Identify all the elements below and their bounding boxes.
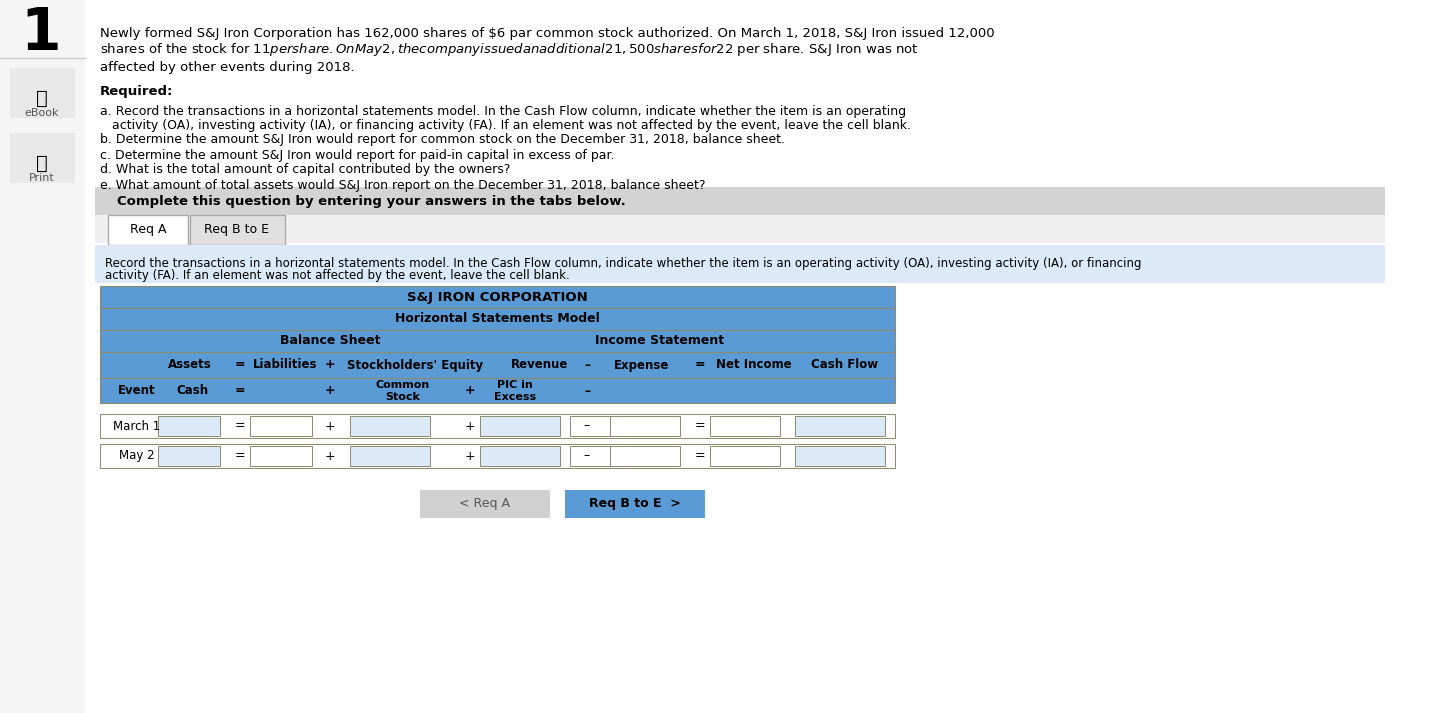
Bar [0, 0, 84, 713]
Text: Stockholders' Equity: Stockholders' Equity [347, 359, 483, 371]
Bar [610, 446, 680, 466]
Text: Revenue: Revenue [512, 359, 569, 371]
Bar [100, 444, 895, 468]
Bar [100, 414, 895, 438]
Bar [350, 416, 430, 436]
Text: +: + [464, 419, 476, 433]
Text: Common
Stock: Common Stock [376, 380, 430, 402]
Text: Newly formed S&J Iron Corporation has 162,000 shares of $6 par common stock auth: Newly formed S&J Iron Corporation has 16… [100, 26, 995, 39]
Bar [480, 416, 560, 436]
Text: activity (FA). If an element was not affected by the event, leave the cell blank: activity (FA). If an element was not aff… [104, 269, 570, 282]
Text: a. Record the transactions in a horizontal statements model. In the Cash Flow co: a. Record the transactions in a horizont… [100, 105, 906, 118]
Bar [710, 446, 780, 466]
Text: b. Determine the amount S&J Iron would report for common stock on the December 3: b. Determine the amount S&J Iron would r… [100, 133, 785, 146]
Text: 1: 1 [20, 4, 60, 61]
Text: +: + [464, 449, 476, 463]
Bar [109, 215, 189, 245]
Text: 🖨: 🖨 [36, 153, 49, 173]
Text: Income Statement: Income Statement [596, 334, 725, 347]
Bar [420, 490, 550, 518]
Text: +: + [324, 384, 336, 398]
Text: =: = [234, 449, 246, 463]
Bar [94, 187, 1385, 215]
Text: Cash: Cash [176, 384, 209, 398]
Bar [250, 416, 312, 436]
Bar [10, 68, 74, 118]
Bar [94, 245, 1385, 283]
Text: –: – [584, 384, 590, 398]
Text: =: = [234, 359, 246, 371]
Bar [250, 446, 312, 466]
Text: Record the transactions in a horizontal statements model. In the Cash Flow colum: Record the transactions in a horizontal … [104, 257, 1142, 270]
Text: activity (OA), investing activity (IA), or financing activity (FA). If an elemen: activity (OA), investing activity (IA), … [100, 118, 912, 131]
Bar [159, 416, 220, 436]
Text: +: + [324, 419, 336, 433]
Text: e. What amount of total assets would S&J Iron report on the December 31, 2018, b: e. What amount of total assets would S&J… [100, 178, 706, 192]
Text: < Req A: < Req A [460, 498, 510, 511]
Text: Expense: Expense [614, 359, 670, 371]
Text: Complete this question by entering your answers in the tabs below.: Complete this question by entering your … [117, 195, 626, 207]
Text: March 1: March 1 [113, 419, 160, 433]
Bar [610, 416, 680, 436]
Text: Event: Event [119, 384, 156, 398]
Text: =: = [694, 449, 706, 463]
Bar [100, 330, 895, 352]
Text: May 2: May 2 [119, 449, 154, 463]
Text: Horizontal Statements Model: Horizontal Statements Model [396, 312, 600, 326]
Text: Req B to E  >: Req B to E > [589, 498, 680, 511]
Bar [480, 446, 560, 466]
Bar [10, 133, 74, 183]
Bar [100, 352, 895, 378]
Text: =: = [234, 419, 246, 433]
Text: +: + [464, 384, 476, 398]
Bar [795, 446, 885, 466]
Bar [100, 286, 895, 308]
Text: affected by other events during 2018.: affected by other events during 2018. [100, 61, 354, 73]
Text: –: – [584, 419, 590, 433]
Text: –: – [584, 449, 590, 463]
Bar [94, 215, 1385, 243]
Text: Req B to E: Req B to E [204, 222, 270, 235]
Text: Balance Sheet: Balance Sheet [280, 334, 380, 347]
Text: +: + [324, 359, 336, 371]
Text: PIC in
Excess: PIC in Excess [494, 380, 536, 402]
Text: Assets: Assets [169, 359, 211, 371]
Text: d. What is the total amount of capital contributed by the owners?: d. What is the total amount of capital c… [100, 163, 510, 177]
Bar [190, 215, 284, 245]
Text: Req A: Req A [130, 222, 166, 235]
Text: 📖: 📖 [36, 88, 49, 108]
Text: =: = [694, 359, 706, 371]
Text: –: – [584, 359, 590, 371]
Bar [159, 446, 220, 466]
Text: S&J IRON CORPORATION: S&J IRON CORPORATION [407, 290, 587, 304]
Bar [570, 446, 630, 466]
Text: Liabilities: Liabilities [253, 359, 317, 371]
Text: =: = [694, 419, 706, 433]
Text: Print: Print [29, 173, 54, 183]
Text: Required:: Required: [100, 85, 173, 98]
Bar [100, 378, 895, 403]
Bar [710, 416, 780, 436]
Text: =: = [234, 384, 246, 398]
Bar [570, 416, 630, 436]
Text: +: + [324, 449, 336, 463]
Bar [100, 308, 895, 330]
Text: c. Determine the amount S&J Iron would report for paid-in capital in excess of p: c. Determine the amount S&J Iron would r… [100, 148, 614, 162]
Text: eBook: eBook [24, 108, 59, 118]
Bar [350, 446, 430, 466]
Bar [564, 490, 704, 518]
Bar [795, 416, 885, 436]
Text: Cash Flow: Cash Flow [812, 359, 879, 371]
Text: shares of the stock for $11 per share. On May 2, the company issued an additiona: shares of the stock for $11 per share. O… [100, 41, 919, 58]
Text: Net Income: Net Income [716, 359, 792, 371]
